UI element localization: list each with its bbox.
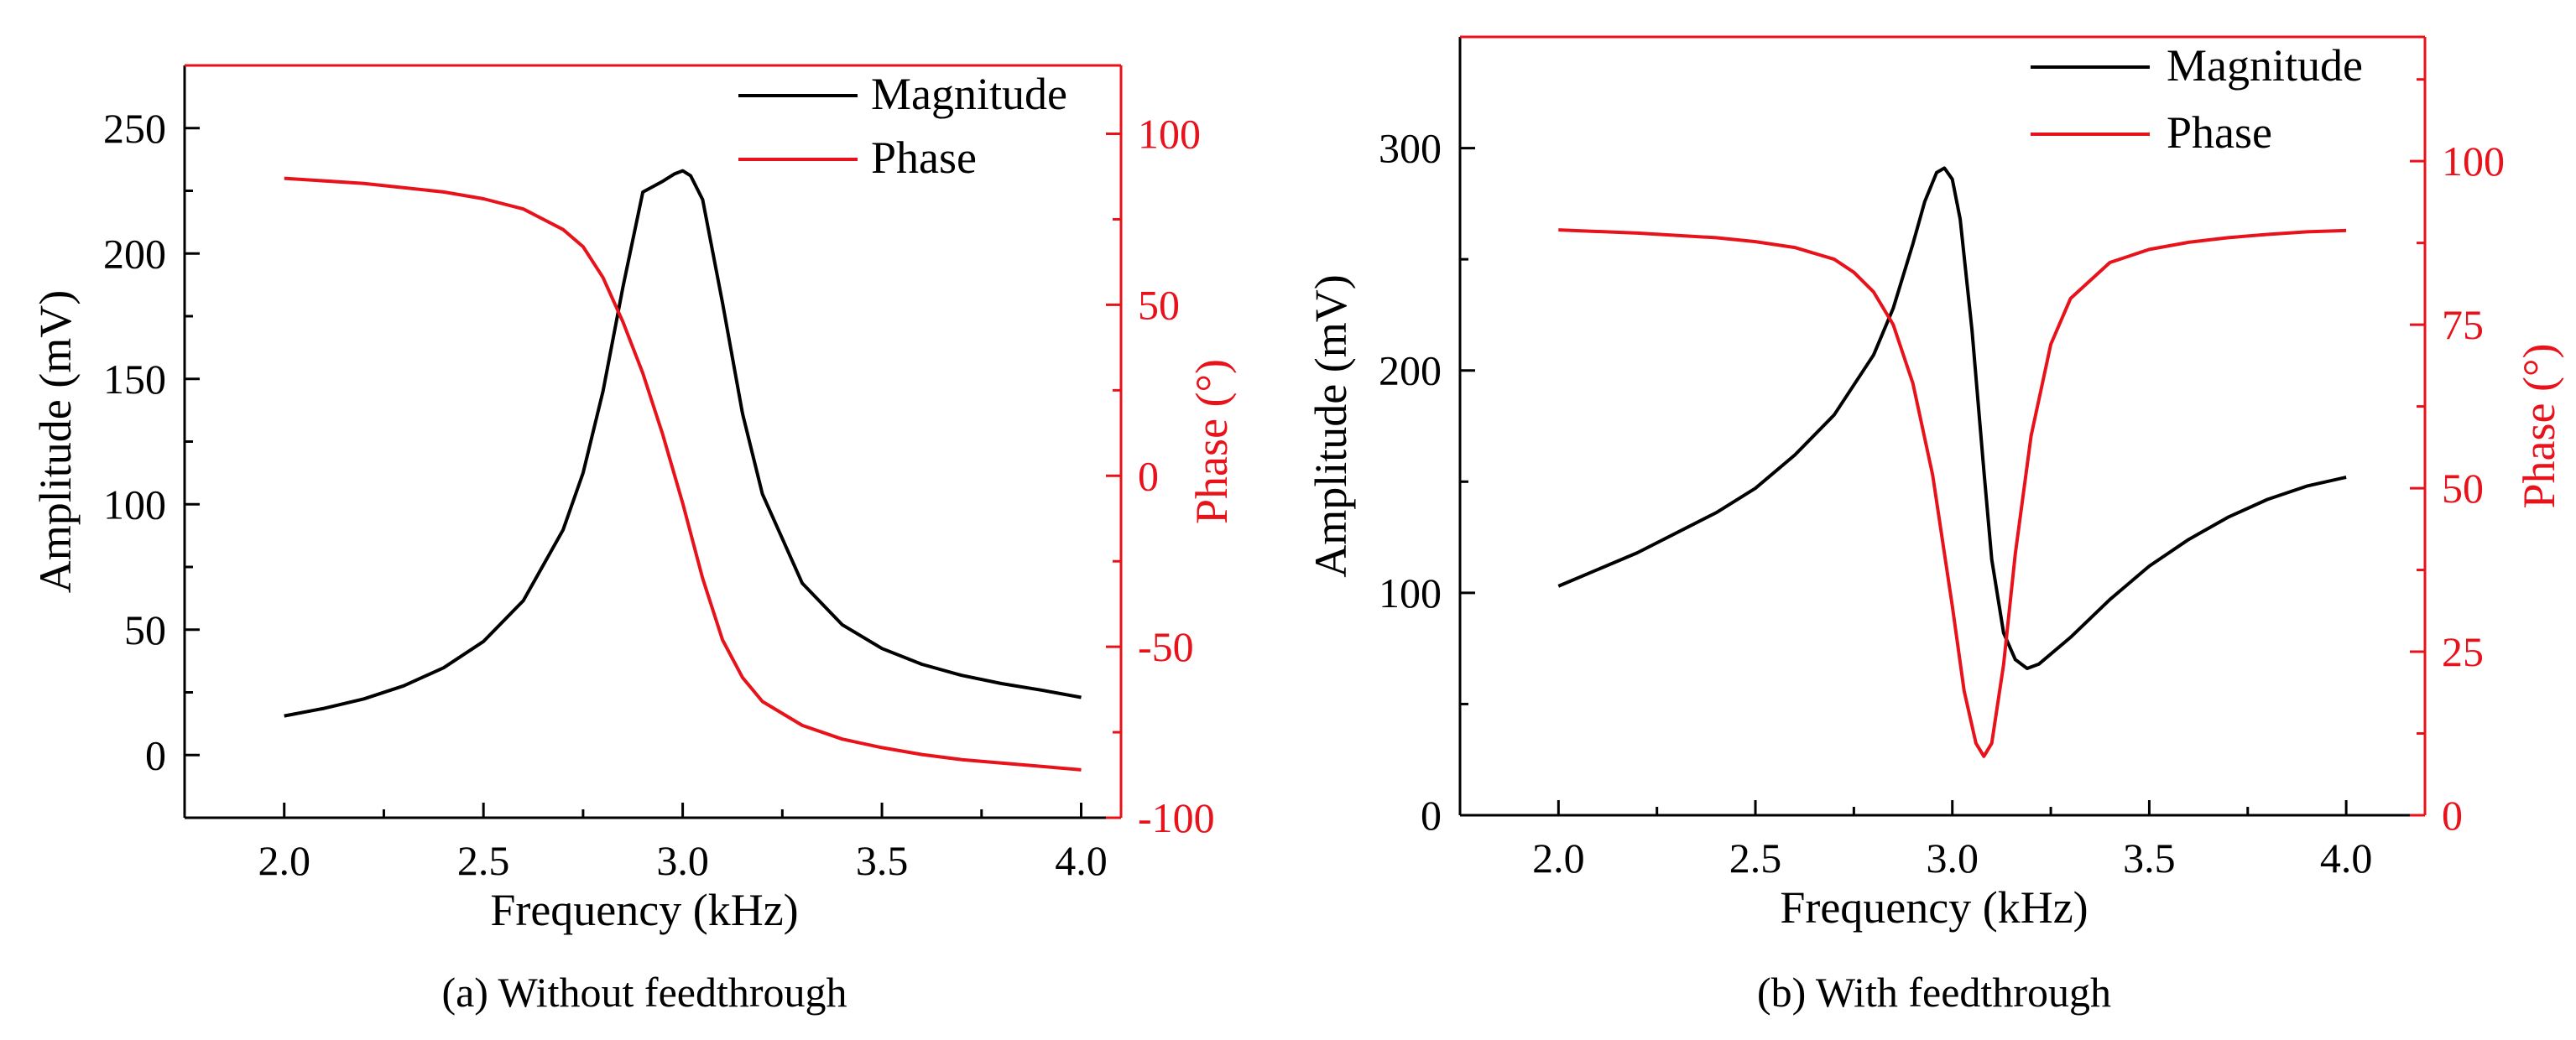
y2-tick-label: 0 (2442, 792, 2463, 839)
x-axis-title: Frequency (kHz) (1780, 882, 2088, 933)
legend-label-phase: Phase (2167, 107, 2272, 158)
y2-tick-label: -100 (1138, 794, 1215, 841)
y-axis-title: Amplitude (mV) (1306, 274, 1356, 577)
y-tick-label: 250 (103, 105, 166, 152)
y2-tick-label: -50 (1138, 623, 1194, 670)
y2-tick-label: 0 (1138, 452, 1159, 499)
y-tick-label: 300 (1379, 125, 1442, 172)
series-line-magnitude (1557, 166, 2347, 670)
y-tick-label: 150 (103, 356, 166, 403)
y2-tick-label: 25 (2442, 628, 2484, 675)
x-tick-label: 2.0 (258, 837, 310, 884)
y-tick-label: 200 (103, 230, 166, 277)
legend-label-magnitude: Magnitude (2167, 40, 2363, 91)
x-tick-label: 2.5 (1729, 835, 1782, 881)
x-axis-title: Frequency (kHz) (490, 885, 798, 935)
x-tick-label: 4.0 (1055, 837, 1108, 884)
y-tick-label: 100 (1379, 569, 1442, 616)
panel-caption: (a) Without feedthrough (441, 969, 847, 1016)
series-line-magnitude (284, 169, 1082, 718)
y2-tick-label: 75 (2442, 301, 2484, 348)
y2-axis-title: Phase (°) (2514, 343, 2564, 508)
y2-tick-label: 100 (1138, 111, 1201, 158)
y-tick-label: 0 (145, 731, 166, 778)
panel-a: 2.0 2.5 3.0 3.5 4.0 0 50 100 150 200 250 -100 -50 0 50… (30, 64, 1237, 1016)
x-tick-label: 2.0 (1532, 835, 1585, 881)
x-tick-label: 3.0 (1926, 835, 1979, 881)
series-line-phase (284, 176, 1082, 772)
series-line-phase (1558, 228, 2347, 758)
y-axis-title: Amplitude (mV) (30, 290, 81, 593)
x-tick-label: 2.5 (457, 837, 510, 884)
x-tick-label: 4.0 (2320, 835, 2373, 881)
y2-tick-label: 50 (2442, 465, 2484, 512)
y-tick-label: 50 (124, 606, 166, 653)
y-tick-label: 100 (103, 481, 166, 528)
y2-tick-label: 100 (2442, 138, 2505, 185)
y-tick-label: 0 (1421, 792, 1442, 839)
x-tick-label: 3.0 (656, 837, 709, 884)
panel-b: 2.0 2.5 3.0 3.5 4.0 0 100 200 300 0 25 50 75 100 Frequ… (1306, 35, 2564, 1016)
y2-tick-label: 50 (1138, 281, 1180, 328)
panel-caption: (b) With feedthrough (1757, 969, 2111, 1016)
x-tick-label: 3.5 (856, 837, 909, 884)
legend-label-magnitude: Magnitude (871, 69, 1067, 119)
legend-label-phase: Phase (871, 133, 977, 183)
y-tick-label: 200 (1379, 347, 1442, 394)
y2-axis-title: Phase (°) (1186, 359, 1237, 524)
x-tick-label: 3.5 (2123, 835, 2176, 881)
